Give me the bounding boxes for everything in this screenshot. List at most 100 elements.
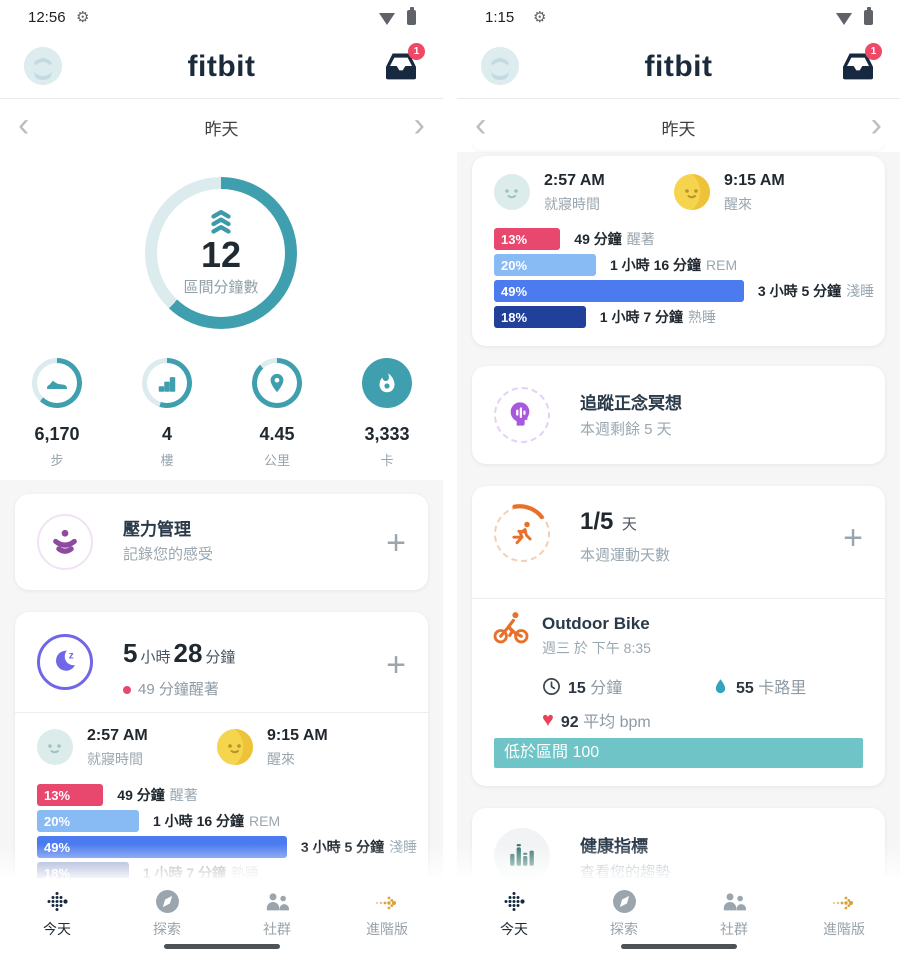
stress-card-subtitle: 記錄您的感受 <box>123 546 214 563</box>
sleep-duration: 5 小時 28 分鐘 <box>123 638 236 668</box>
app-header: fitbit 1 <box>457 36 900 98</box>
status-bar: 12:56 ⚙ <box>0 0 443 36</box>
divider <box>0 98 443 99</box>
stat-calories[interactable]: 3,333 卡 <box>332 358 442 469</box>
mindfulness-subtitle: 本週剩餘 5 天 <box>580 421 672 438</box>
mindfulness-head-icon <box>510 402 530 426</box>
previous-day-button[interactable]: ‹ <box>475 106 487 144</box>
health-metrics-title: 健康指標 <box>580 837 648 856</box>
wifi-icon <box>379 13 395 25</box>
nav-item-today[interactable]: 今天 <box>2 884 112 939</box>
heart-icon: ♥ <box>542 709 554 731</box>
bottom-navigation: 今天 探索 社群 進階版 <box>0 878 443 957</box>
stat-steps[interactable]: 6,170 步 <box>2 358 112 469</box>
nav-item-premium[interactable]: 進階版 <box>332 884 442 939</box>
bed-time-label: 就寢時間 <box>87 751 143 767</box>
workout-name: Outdoor Bike <box>542 614 650 633</box>
phone-screen-left: 12:56 ⚙ fitbit 1 ‹ 昨天 › <box>0 0 443 957</box>
exercise-days-subtitle: 本週運動天數 <box>580 547 671 564</box>
mindfulness-card[interactable]: 追蹤正念冥想 本週剩餘 5 天 <box>472 366 885 464</box>
add-sleep-button[interactable]: + <box>386 646 406 684</box>
battery-icon <box>864 7 873 25</box>
previous-day-button[interactable]: ‹ <box>18 106 30 144</box>
wake-time-label: 醒來 <box>267 751 295 767</box>
next-day-button[interactable]: › <box>870 106 882 144</box>
add-exercise-button[interactable]: + <box>843 519 863 557</box>
add-stress-button[interactable]: + <box>386 524 406 562</box>
stairs-icon <box>158 376 176 392</box>
exercise-days-value: 1/5 天 <box>580 508 637 535</box>
compass-icon <box>155 890 179 913</box>
inbox-icon <box>386 53 416 80</box>
inbox-button[interactable]: 1 <box>838 43 882 86</box>
wake-sun-icon <box>217 729 253 765</box>
nav-item-discover[interactable]: 探索 <box>569 884 679 939</box>
distance-unit: 公里 <box>263 453 290 468</box>
nav-item-premium[interactable]: 進階版 <box>789 884 899 939</box>
sleep-stage-row: 20% 1 小時 16 分鐘 REM <box>37 810 418 832</box>
runner-icon <box>512 521 532 545</box>
home-indicator[interactable] <box>163 944 280 949</box>
avatar[interactable] <box>24 47 62 85</box>
bed-wake-row: 2:57 AM 就寢時間 9:15 AM 醒來 <box>472 170 885 218</box>
wake-time: 9:15 AM <box>724 172 785 189</box>
nav-item-today[interactable]: 今天 <box>459 884 569 939</box>
floors-value: 4 <box>161 424 172 444</box>
sleep-stages-chart: 13% 49 分鐘 醒著 20% 1 小時 16 分鐘 REM 49% 3 小時 5 分鐘… <box>37 784 418 888</box>
phone-screen-right: 1:15 ⚙ fitbit 1 ‹ 昨天 › <box>457 0 900 957</box>
status-time: 12:56 <box>28 9 66 26</box>
date-label: 昨天 <box>204 120 239 139</box>
premium-dots-icon <box>375 896 397 910</box>
avatar-face-icon <box>24 47 62 85</box>
app-header: fitbit 1 <box>0 36 443 98</box>
bedtime-moon-icon <box>37 729 73 765</box>
awake-note: 49 分鐘醒著 <box>123 678 219 699</box>
home-indicator[interactable] <box>620 944 737 949</box>
nav-item-community[interactable]: 社群 <box>679 884 789 939</box>
stress-management-card[interactable]: 壓力管理 記錄您的感受 + <box>15 494 428 590</box>
steps-unit: 步 <box>50 453 64 468</box>
battery-icon <box>407 7 416 25</box>
date-label: 昨天 <box>661 120 696 139</box>
stat-floors[interactable]: 4 樓 <box>112 358 222 469</box>
date-navigation: ‹ 昨天 › <box>0 99 443 152</box>
nav-item-discover[interactable]: 探索 <box>112 884 222 939</box>
svg-text:z: z <box>69 650 74 661</box>
fitbit-logo: fitbit <box>187 50 256 83</box>
inbox-button[interactable]: 1 <box>381 43 425 86</box>
avatar[interactable] <box>481 47 519 85</box>
sleep-stage-row: 20% 1 小時 16 分鐘 REM <box>494 254 875 276</box>
premium-dots-icon <box>832 896 854 910</box>
wake-time: 9:15 AM <box>267 727 328 744</box>
nav-item-community[interactable]: 社群 <box>222 884 332 939</box>
heart-zone-bar: 低於區間 100 <box>494 738 863 768</box>
today-dots-icon <box>47 892 68 911</box>
exercise-progress-arc <box>512 504 544 520</box>
status-time: 1:15 <box>485 9 515 26</box>
shoe-icon <box>47 380 67 389</box>
bed-time-label: 就寢時間 <box>544 196 600 212</box>
exercise-days-card[interactable]: 1/5 天 本週運動天數 + Outdoor Bike 週三 於 下午 8:35… <box>472 486 885 786</box>
stress-card-title: 壓力管理 <box>123 520 191 539</box>
stat-distance[interactable]: 4.45 公里 <box>222 358 332 469</box>
next-day-button[interactable]: › <box>413 106 425 144</box>
zone-minutes-value: 12 <box>200 234 242 276</box>
zone-minutes-ring[interactable]: 12 區間分鐘數 <box>145 177 297 329</box>
sleep-detail-card[interactable]: 2:57 AM 就寢時間 9:15 AM 醒來 13% 49 分鐘 醒著 20% 1 … <box>472 156 885 346</box>
bottom-navigation: 今天 探索 社群 進階版 <box>457 878 900 957</box>
people-icon <box>723 893 746 911</box>
notification-badge: 1 <box>408 43 425 60</box>
wifi-icon <box>836 13 852 25</box>
workout-calories: 55 卡路里 <box>712 674 806 698</box>
health-chart-icon <box>510 844 534 866</box>
steps-value: 6,170 <box>34 424 80 444</box>
distance-value: 4.45 <box>259 424 295 444</box>
previous-card-edge <box>472 141 885 150</box>
awake-dot <box>123 686 131 694</box>
avatar-face-icon <box>481 47 519 85</box>
sleep-stages-chart: 13% 49 分鐘 醒著 20% 1 小時 16 分鐘 REM 49% 3 小時 5 分鐘… <box>494 228 875 332</box>
floors-unit: 樓 <box>160 453 174 468</box>
bed-wake-row: 2:57 AM 就寢時間 9:15 AM 醒來 <box>15 725 428 773</box>
gear-icon: ⚙ <box>533 9 547 26</box>
people-icon <box>266 893 289 911</box>
